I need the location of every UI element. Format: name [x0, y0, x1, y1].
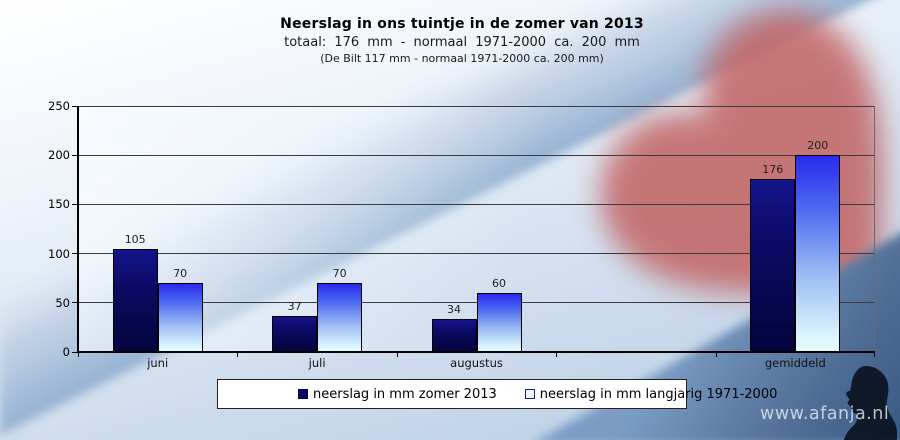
legend-label-1: neerslag in mm langjarig 1971-2000	[539, 386, 778, 402]
category-label-augustus: augustus	[450, 356, 503, 370]
x-tick-5	[874, 352, 875, 357]
value-label-juni-series-0: 105	[124, 232, 146, 246]
gridline-100	[78, 253, 875, 255]
bar-juli-series-0	[272, 315, 318, 352]
value-label-gemiddeld-series-1: 200	[807, 139, 829, 153]
y-tick-label-50: 50	[55, 295, 70, 310]
value-label-augustus-series-1: 60	[492, 276, 506, 290]
gridline-200	[78, 154, 875, 156]
category-label-juli: juli	[308, 356, 326, 370]
y-tick-200	[72, 154, 78, 156]
plot-area: juni 105 70 juli 37 70 augustus 34 60 gemiddeld 17…	[77, 105, 875, 370]
person-silhouette	[844, 366, 897, 440]
bar-gemiddeld-series-0	[750, 178, 796, 352]
value-label-gemiddeld-series-0: 176	[762, 162, 784, 176]
bar-augustus-series-0	[431, 318, 477, 352]
value-label-juni-series-1: 70	[173, 267, 188, 281]
y-tick-150	[72, 203, 78, 205]
y-tick-label-250: 250	[48, 99, 70, 113]
category-label-juni: juni	[147, 356, 169, 370]
y-tick-100	[72, 253, 78, 255]
legend-marker-1	[524, 389, 535, 399]
watermark-text: www.afanja.nl	[760, 404, 890, 424]
chart-subtitle: totaal: 176 mm - normaal 1971-2000 ca. 2…	[284, 35, 640, 50]
legend: neerslag in mm zomer 2013 neerslag in mm …	[217, 379, 777, 409]
y-tick-label-200: 200	[48, 148, 70, 163]
x-tick-0	[78, 352, 79, 357]
gridline-150	[78, 203, 875, 205]
x-tick-3	[556, 352, 557, 357]
y-tick-250	[72, 105, 78, 107]
y-tick-0	[72, 351, 78, 353]
chart-title: Neerslag in ons tuintje in de zomer van …	[280, 16, 644, 32]
category-label-gemiddeld: gemiddeld	[764, 356, 826, 370]
x-axis-line	[77, 351, 875, 353]
x-tick-4	[716, 352, 717, 357]
bar-juni-series-0	[112, 248, 158, 352]
bar-gemiddeld-series-1	[795, 155, 841, 352]
gridline-250	[78, 105, 875, 107]
value-label-juli-series-0: 37	[287, 299, 302, 313]
legend-label-0: neerslag in mm zomer 2013	[313, 386, 497, 402]
value-label-juli-series-1: 70	[332, 267, 347, 281]
bar-augustus-series-1	[476, 292, 522, 352]
legend-item-1: neerslag in mm langjarig 1971-2000	[524, 386, 778, 402]
legend-item-0: neerslag in mm zomer 2013	[298, 387, 497, 402]
title-block: Neerslag in ons tuintje in de zomer van …	[24, 16, 900, 65]
bar-juli-series-1	[317, 283, 363, 352]
y-axis-line	[77, 106, 79, 352]
legend-marker-0	[298, 389, 308, 399]
x-tick-2	[397, 352, 398, 357]
y-tick-label-150: 150	[48, 197, 70, 212]
y-tick-label-100: 100	[48, 246, 70, 261]
value-label-augustus-series-0: 34	[447, 302, 461, 316]
x-tick-1	[237, 352, 238, 357]
plot-right-border	[874, 106, 875, 352]
bar-juni-series-1	[157, 283, 203, 352]
y-tick-50	[72, 302, 78, 304]
y-tick-label-0: 0	[62, 345, 70, 359]
chart-subtitle-2: (De Bilt 117 mm - normaal 1971-2000 ca. …	[320, 52, 604, 65]
